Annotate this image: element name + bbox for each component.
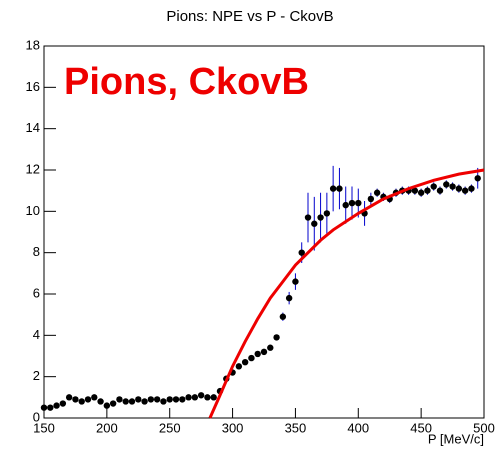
x-tick-label: 150 [33,420,55,435]
data-point [172,396,180,403]
data-point [72,396,79,403]
y-tick-label: 14 [26,120,40,135]
data-point [411,187,419,194]
data-point [40,404,48,411]
data-point [160,398,167,405]
data-point [53,402,60,409]
data-point [248,354,255,362]
data-point [210,394,217,401]
data-point [91,394,98,401]
annotation: Pions, CkovB [64,61,309,103]
x-tick-label: 250 [159,420,181,435]
data-point [298,249,305,256]
data-point [135,396,142,403]
y-tick-label: 6 [33,285,40,300]
data-point [147,396,155,403]
data-point [342,201,349,209]
data-point [260,348,268,356]
data-point [153,396,161,403]
data-point [141,398,148,405]
data-point [204,394,211,401]
x-tick-label: 400 [347,420,369,435]
y-tick-label: 2 [33,368,40,383]
data-point [311,220,318,227]
data-point [317,214,324,221]
data-point [461,187,469,194]
data-point [430,183,437,190]
plot-frame [43,45,485,419]
data-point [59,400,67,407]
data-point [166,396,173,403]
data-point [348,199,356,207]
data-point [468,185,475,192]
data-point [449,183,456,190]
x-tick-label: 450 [410,420,432,435]
data-point [197,392,205,399]
x-tick-label: 500 [473,420,495,435]
data-point [128,398,136,405]
data-point [323,210,331,217]
x-axis-label: P [MeV/c] [428,431,484,446]
data-point [191,394,199,401]
data-point [116,396,123,403]
data-point [185,394,192,401]
data-point [417,189,425,196]
data-point [329,185,337,192]
x-tick-label: 350 [285,420,307,435]
data-point [103,402,111,409]
data-point [254,350,261,358]
y-tick-label: 8 [33,244,40,259]
data-point [443,181,450,188]
y-tick-label: 0 [33,409,40,424]
data-point [273,334,280,341]
chart-title: Pions: NPE vs P - CkovB [166,8,333,25]
y-tick-label: 4 [33,327,40,342]
data-point [267,344,274,351]
data-point [279,313,287,320]
data-point [367,195,375,203]
data-point [355,199,362,207]
data-point [97,398,104,405]
data-point [109,400,117,407]
x-tick-label: 300 [222,420,244,435]
data-point [285,294,293,302]
data-point [474,175,481,182]
data-point [65,394,73,401]
data-point [47,404,54,411]
y-tick-label: 18 [26,37,40,52]
data-point [424,187,431,194]
data-point [455,185,463,192]
fit-curve [208,168,485,419]
data-point [373,189,381,196]
data-point [179,396,186,403]
y-tick-label: 10 [26,203,40,218]
data-point [241,359,249,366]
data-point [235,363,243,370]
y-tick-label: 16 [26,79,40,94]
x-tick-label: 200 [96,420,118,435]
y-tick-label: 12 [26,161,40,176]
data-point [84,396,92,403]
data-point [292,278,299,285]
data-point [336,185,343,192]
data-point [436,187,444,194]
data-point [122,398,129,405]
data-point [304,214,312,221]
data-point [78,398,85,405]
